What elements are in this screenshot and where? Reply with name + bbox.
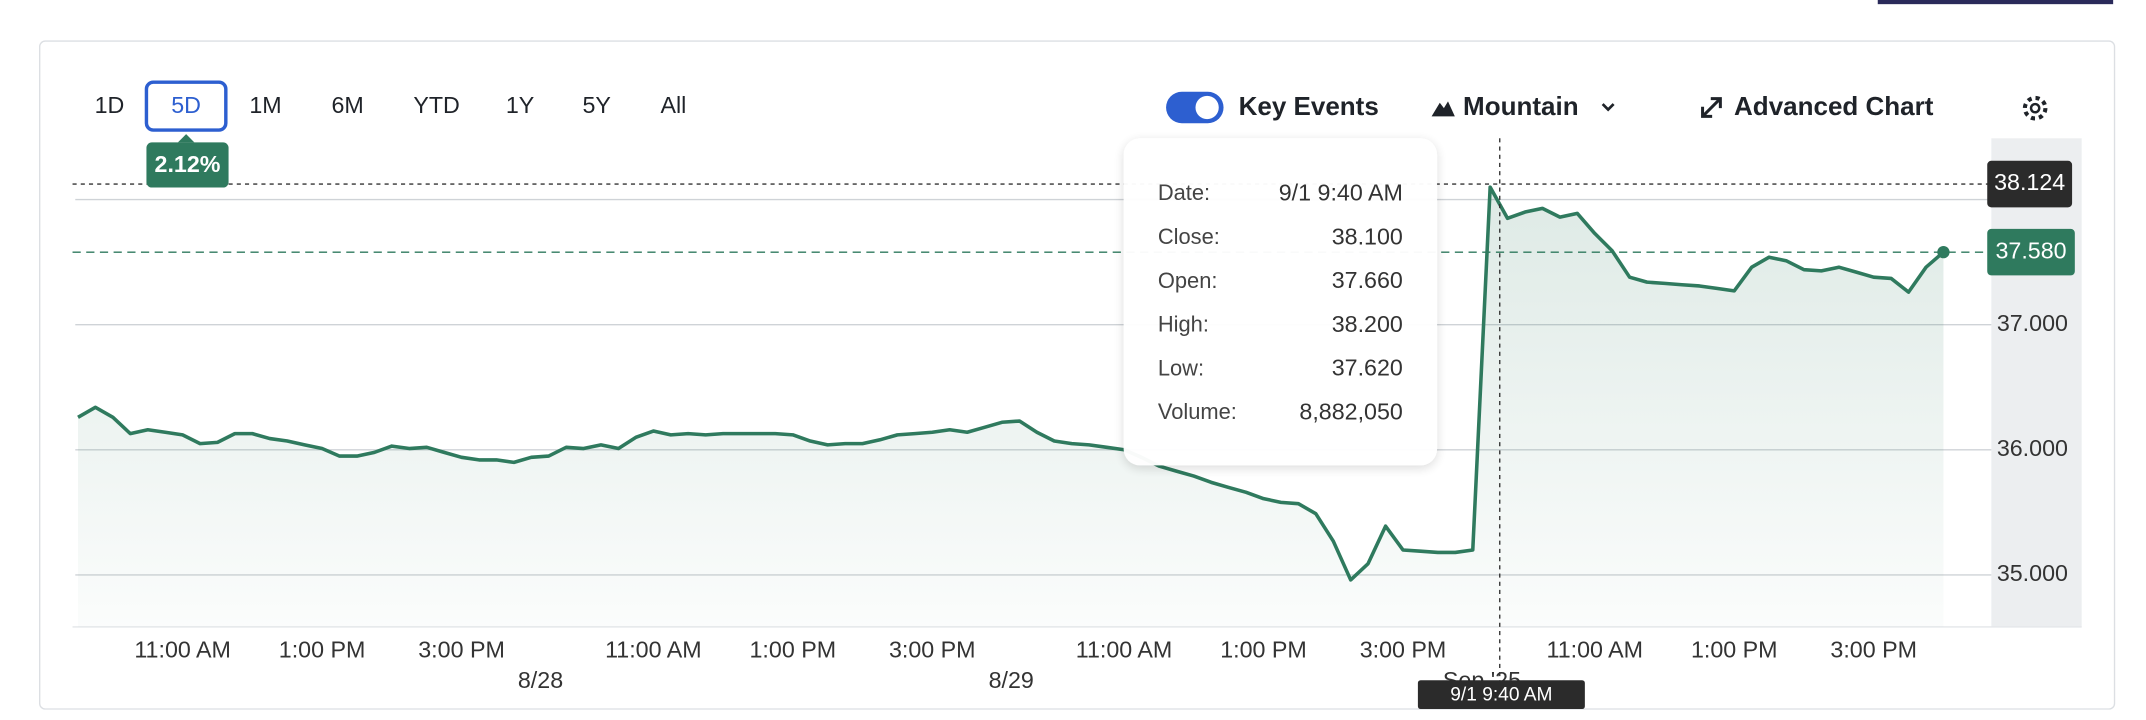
range-selected	[144, 80, 228, 132]
x-tick-label: 1:00 PM	[750, 637, 837, 663]
range-button[interactable]: 1M	[249, 92, 281, 118]
x-tick-label: 3:00 PM	[889, 637, 976, 663]
chevron	[1601, 103, 1615, 112]
tooltip-label: Close:	[1158, 224, 1220, 249]
x-tick-label: 11:00 AM	[605, 637, 702, 663]
tooltip-value: 37.620	[1332, 355, 1403, 381]
x-tick-label: 3:00 PM	[418, 637, 505, 663]
mountain-icon	[1431, 101, 1455, 117]
crosshair-label: 38.124	[1994, 169, 2065, 195]
range-button[interactable]: YTD	[413, 92, 460, 118]
range-button[interactable]: 5Y	[582, 92, 610, 118]
x-tick-label: 1:00 PM	[1691, 637, 1778, 663]
range-button[interactable]: 1D	[95, 92, 125, 118]
date-label: 8/29	[989, 667, 1034, 693]
key-events[interactable]: Key Events	[1239, 91, 1379, 121]
toggle-knob	[1195, 95, 1219, 120]
x-crosshair-badge	[1417, 680, 1585, 709]
last-point	[1937, 245, 1950, 259]
y-tick-label: 35.000	[1997, 560, 2068, 586]
range-button[interactable]: 6M	[331, 92, 363, 118]
range-button[interactable]: All	[660, 92, 686, 118]
x-tick-label: 11:00 AM	[1076, 637, 1173, 663]
gear-inner	[2029, 102, 2041, 114]
tooltip-label: Date:	[1158, 180, 1210, 205]
x-tick-label: 1:00 PM	[1220, 637, 1307, 663]
tooltip-value: 38.100	[1332, 223, 1403, 249]
tooltip-value: 8,882,050	[1299, 399, 1403, 425]
tooltip-label: Low:	[1158, 355, 1204, 380]
tooltip-value: 9/1 9:40 AM	[1279, 180, 1403, 206]
area-fill	[78, 187, 1944, 627]
range-button[interactable]: 1Y	[506, 92, 534, 118]
y-tick-label: 37.000	[1997, 310, 2068, 336]
x-tick-label: 11:00 AM	[134, 637, 231, 663]
change-badge	[146, 142, 229, 188]
tooltip-label: Open:	[1158, 268, 1218, 293]
change-label: 2.12%	[155, 151, 221, 177]
change-pointer	[177, 134, 195, 143]
tooltip-box	[1123, 138, 1438, 466]
date-label: 8/28	[518, 667, 563, 693]
x-tick-label: 11:00 AM	[1547, 637, 1644, 663]
expand-icon	[1701, 97, 1722, 118]
tooltip-value: 38.200	[1332, 311, 1403, 337]
price-line	[77, 185, 1945, 582]
top-edge	[1877, 0, 2114, 5]
y-tick-label: 36.000	[1997, 435, 2068, 461]
x-tick-label: 3:00 PM	[1830, 637, 1917, 663]
last-price-label: 37.580	[1995, 237, 2066, 263]
chart-style[interactable]: Mountain	[1463, 91, 1579, 121]
x-crosshair-label: 9/1 9:40 AM	[1450, 684, 1552, 705]
x-tick-label: 3:00 PM	[1360, 637, 1447, 663]
range-button[interactable]: 5D	[171, 92, 201, 118]
advanced-chart[interactable]: Advanced Chart	[1734, 91, 1934, 121]
last-price-badge	[1987, 228, 2075, 276]
axis-panel	[1991, 138, 2082, 627]
tooltip-label: Volume:	[1158, 399, 1237, 424]
tooltip-value: 37.660	[1332, 267, 1403, 293]
gear-outer[interactable]	[2022, 95, 2048, 121]
x-tick-label: 1:00 PM	[279, 637, 366, 663]
tooltip-label: High:	[1158, 312, 1209, 337]
crosshair-badge	[1987, 160, 2073, 208]
